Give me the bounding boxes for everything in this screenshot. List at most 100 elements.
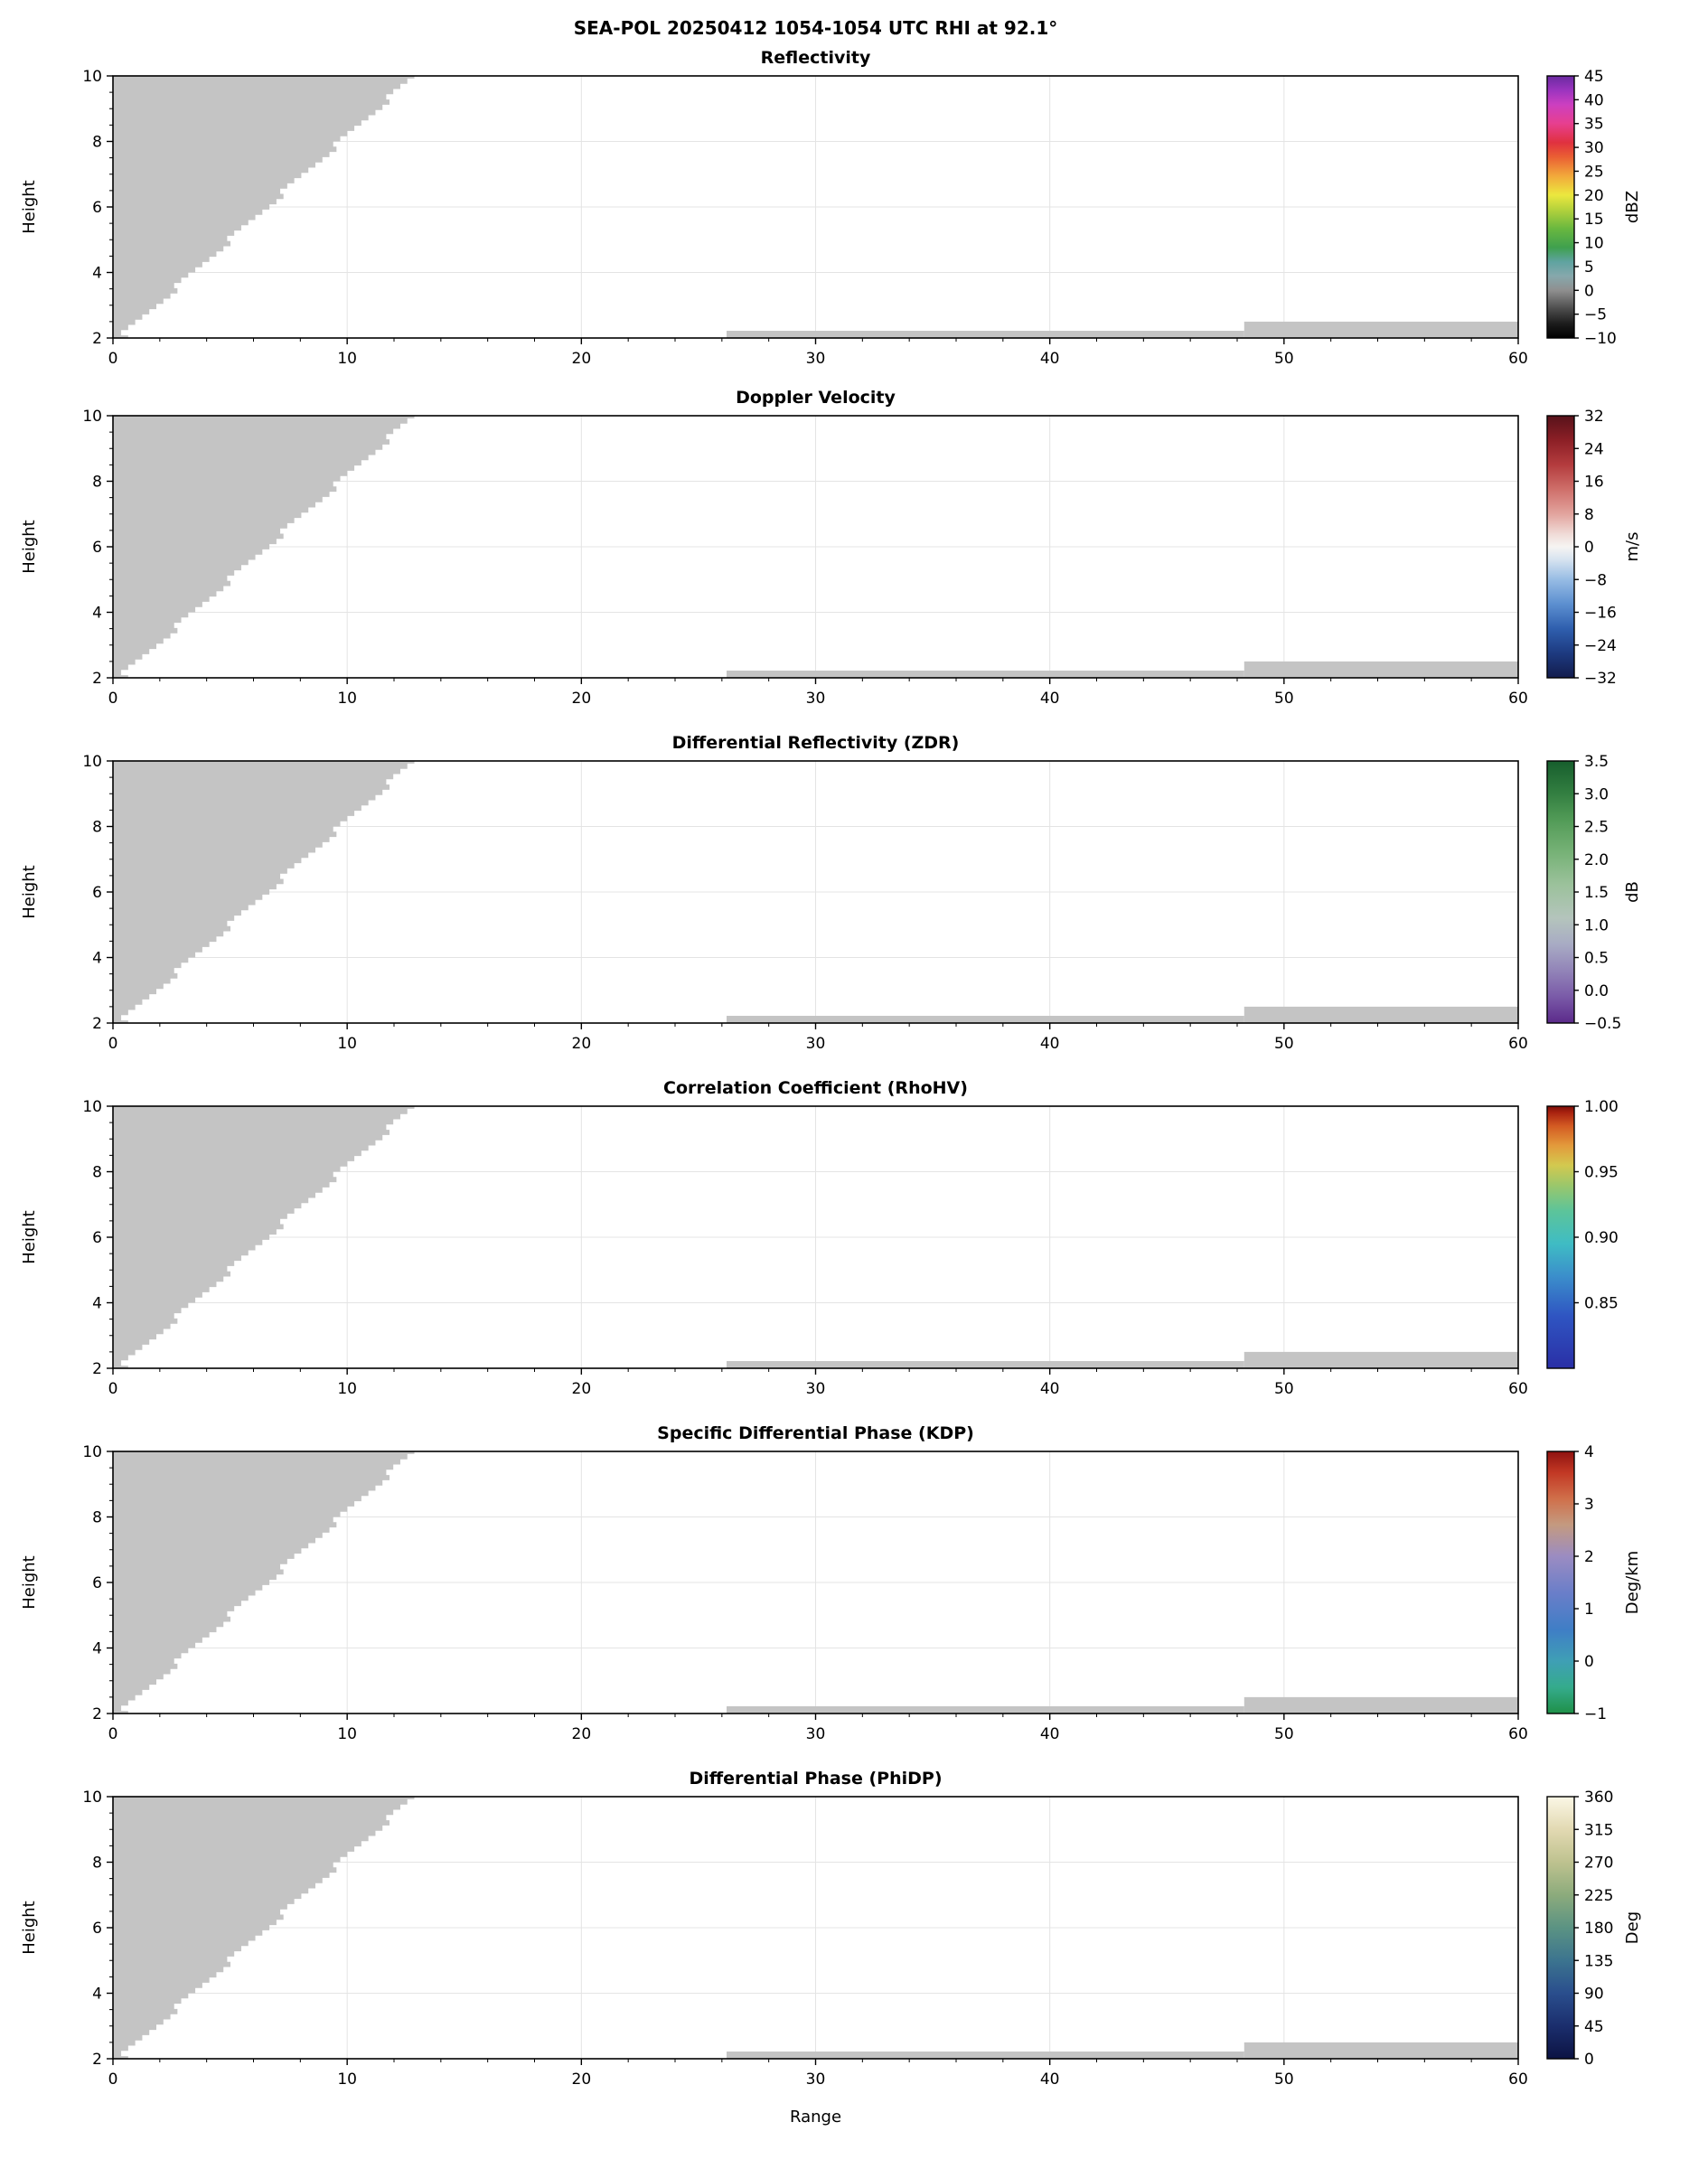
svg-text:60: 60 (1508, 1725, 1528, 1743)
svg-text:Differential Phase (PhiDP): Differential Phase (PhiDP) (690, 1769, 943, 1789)
svg-text:Height: Height (20, 865, 39, 919)
svg-text:4: 4 (92, 265, 102, 283)
svg-text:40: 40 (1040, 1380, 1060, 1398)
svg-text:10: 10 (82, 1443, 102, 1461)
svg-text:30: 30 (806, 350, 826, 368)
svg-text:2.0: 2.0 (1584, 851, 1609, 869)
svg-text:30: 30 (1584, 139, 1604, 157)
svg-text:4: 4 (92, 1295, 102, 1313)
svg-text:−16: −16 (1584, 605, 1617, 623)
svg-text:60: 60 (1508, 1035, 1528, 1053)
svg-text:10: 10 (337, 2070, 357, 2089)
svg-text:20: 20 (572, 1725, 592, 1743)
svg-text:8: 8 (92, 1854, 102, 1873)
svg-text:50: 50 (1274, 1380, 1294, 1398)
svg-text:0: 0 (1584, 1653, 1594, 1671)
svg-text:45: 45 (1584, 2018, 1604, 2036)
svg-text:0: 0 (108, 1035, 118, 1053)
svg-text:30: 30 (806, 1035, 826, 1053)
svg-text:60: 60 (1508, 2070, 1528, 2089)
svg-text:180: 180 (1584, 1920, 1613, 1938)
svg-text:−24: −24 (1584, 637, 1617, 655)
svg-text:135: 135 (1584, 1952, 1613, 1970)
svg-text:Correlation Coefficient (RhoHV: Correlation Coefficient (RhoHV) (663, 1078, 968, 1098)
svg-text:2: 2 (92, 1015, 102, 1033)
svg-text:dBZ: dBZ (1623, 191, 1642, 223)
svg-text:50: 50 (1274, 2070, 1294, 2089)
panel-correlation-coefficient: 0 10 20 30 40 50 60 2 4 6 8 10 Height Correlation Coe… (20, 1078, 1619, 1398)
svg-text:1.00: 1.00 (1584, 1098, 1619, 1116)
svg-text:3.0: 3.0 (1584, 785, 1609, 803)
svg-text:225: 225 (1584, 1887, 1613, 1905)
svg-text:4: 4 (92, 1640, 102, 1658)
svg-text:6: 6 (92, 199, 102, 217)
svg-text:Height: Height (20, 520, 39, 574)
svg-text:0: 0 (108, 2070, 118, 2089)
svg-text:3: 3 (1584, 1496, 1594, 1514)
svg-text:0: 0 (108, 1725, 118, 1743)
svg-text:Specific Differential Phase (K: Specific Differential Phase (KDP) (657, 1423, 974, 1443)
svg-text:Reflectivity: Reflectivity (761, 48, 871, 68)
svg-text:4: 4 (92, 605, 102, 623)
svg-text:−32: −32 (1584, 670, 1617, 688)
svg-text:0.5: 0.5 (1584, 950, 1609, 968)
svg-text:45: 45 (1584, 68, 1604, 86)
svg-text:6: 6 (92, 539, 102, 557)
svg-text:20: 20 (572, 1380, 592, 1398)
svg-text:2: 2 (92, 670, 102, 688)
svg-text:2: 2 (92, 2051, 102, 2069)
svg-text:2: 2 (1584, 1548, 1594, 1566)
svg-text:Differential Reflectivity (ZDR: Differential Reflectivity (ZDR) (672, 733, 960, 753)
svg-text:Deg/km: Deg/km (1623, 1551, 1642, 1614)
svg-text:10: 10 (337, 1380, 357, 1398)
svg-text:10: 10 (337, 690, 357, 708)
svg-text:0.90: 0.90 (1584, 1229, 1619, 1247)
svg-text:1.0: 1.0 (1584, 916, 1609, 934)
svg-text:20: 20 (572, 2070, 592, 2089)
svg-text:25: 25 (1584, 163, 1604, 181)
svg-text:−1: −1 (1584, 1705, 1607, 1723)
svg-text:30: 30 (806, 2070, 826, 2089)
svg-text:0: 0 (1584, 2051, 1594, 2069)
svg-text:60: 60 (1508, 690, 1528, 708)
svg-text:10: 10 (337, 350, 357, 368)
svg-text:Deg: Deg (1623, 1911, 1642, 1944)
svg-text:90: 90 (1584, 1986, 1604, 2004)
svg-text:1.5: 1.5 (1584, 884, 1609, 902)
svg-text:40: 40 (1040, 1035, 1060, 1053)
svg-text:1: 1 (1584, 1601, 1594, 1619)
svg-text:60: 60 (1508, 350, 1528, 368)
svg-text:40: 40 (1040, 2070, 1060, 2089)
svg-text:−8: −8 (1584, 571, 1607, 589)
svg-text:20: 20 (572, 690, 592, 708)
svg-text:0: 0 (108, 1380, 118, 1398)
svg-text:Height: Height (20, 1210, 39, 1264)
svg-text:10: 10 (82, 68, 102, 86)
svg-text:−10: −10 (1584, 330, 1617, 348)
svg-text:2: 2 (92, 1360, 102, 1378)
svg-text:6: 6 (92, 1229, 102, 1247)
svg-text:0: 0 (1584, 282, 1594, 300)
svg-text:8: 8 (92, 819, 102, 837)
svg-text:Height: Height (20, 1555, 39, 1610)
svg-text:4: 4 (92, 1986, 102, 2004)
svg-text:0.0: 0.0 (1584, 982, 1609, 1000)
svg-text:15: 15 (1584, 211, 1604, 229)
svg-text:16: 16 (1584, 474, 1604, 492)
svg-text:20: 20 (1584, 187, 1604, 205)
svg-text:−5: −5 (1584, 306, 1607, 324)
svg-text:50: 50 (1274, 1725, 1294, 1743)
svg-text:dB: dB (1623, 881, 1642, 903)
svg-text:2.5: 2.5 (1584, 819, 1609, 837)
svg-text:m/s: m/s (1623, 532, 1642, 562)
svg-text:24: 24 (1584, 440, 1604, 458)
svg-text:8: 8 (92, 134, 102, 152)
svg-text:4: 4 (92, 950, 102, 968)
svg-text:3.5: 3.5 (1584, 753, 1609, 771)
svg-text:30: 30 (806, 690, 826, 708)
svg-text:35: 35 (1584, 116, 1604, 134)
